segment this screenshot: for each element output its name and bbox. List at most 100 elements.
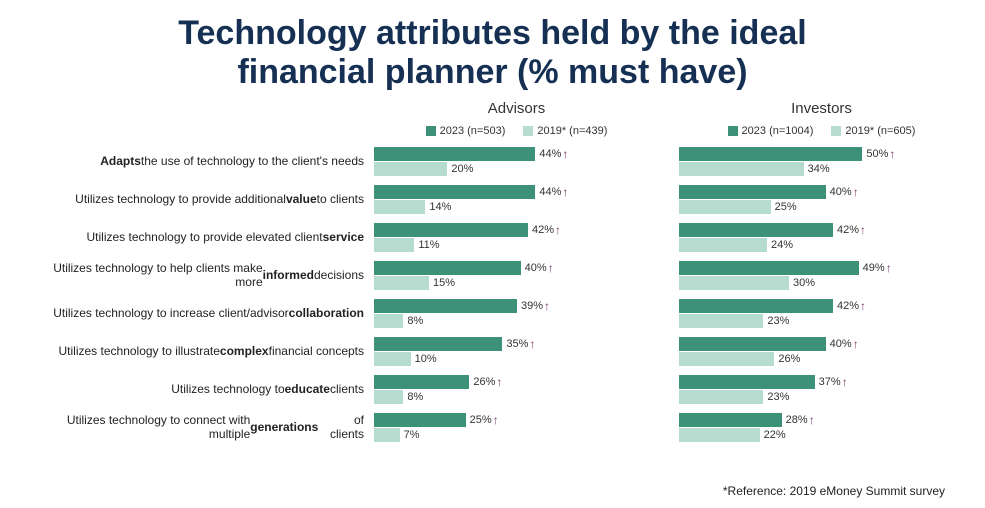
row-label: Utilizes technology to provide elevated … — [30, 218, 370, 256]
bar-pair: 28%↑ 22% — [679, 408, 964, 446]
bar-row-2019: 34% — [679, 162, 964, 176]
bar-value-2023: 28% — [786, 414, 808, 426]
bar-value-2019: 22% — [764, 429, 786, 441]
sig-arrow-icon: ↑ — [555, 223, 561, 237]
bar-value-2023: 49% — [863, 262, 885, 274]
sig-arrow-icon: ↑ — [853, 337, 859, 351]
bar-row-2023: 40%↑ — [679, 337, 964, 351]
bar-row-2019: 26% — [679, 352, 964, 366]
bar-pair: 49%↑ 30% — [679, 256, 964, 294]
bar-2019 — [679, 352, 774, 366]
bar-2019 — [679, 276, 789, 290]
panel-advisors: Advisors 2023 (n=503)2019* (n=439) 44%↑2… — [374, 100, 659, 446]
bar-pair: 26%↑ 8% — [374, 370, 659, 408]
bar-2019 — [679, 390, 763, 404]
row-label: Utilizes technology to provide additiona… — [30, 180, 370, 218]
bar-value-2019: 10% — [415, 353, 437, 365]
bar-pair: 42%↑24% — [679, 218, 964, 256]
bar-2023 — [679, 261, 859, 275]
bar-row-2023: 49%↑ — [679, 261, 964, 275]
bar-row-2019: 8% — [374, 314, 659, 328]
panel-header: Investors — [679, 100, 964, 120]
bar-2023 — [679, 337, 826, 351]
bar-value-2019: 7% — [404, 429, 420, 441]
bar-value-2019: 34% — [808, 163, 830, 175]
sig-arrow-icon: ↑ — [886, 261, 892, 275]
bar-value-2019: 20% — [451, 163, 473, 175]
bar-2019 — [679, 238, 767, 252]
bar-2019 — [374, 276, 429, 290]
bar-row-2019: 24% — [679, 238, 964, 252]
bar-value-2019: 14% — [429, 201, 451, 213]
bar-pair: 35%↑ 10% — [374, 332, 659, 370]
bar-2023 — [374, 261, 521, 275]
bar-row-2023: 25%↑ — [374, 413, 659, 427]
sig-arrow-icon: ↑ — [860, 223, 866, 237]
bar-row-2019: 14% — [374, 200, 659, 214]
legend-label: 2023 (n=503) — [440, 125, 506, 137]
legend-label: 2019* (n=439) — [537, 125, 607, 137]
bar-value-2023: 44% — [539, 148, 561, 160]
sig-arrow-icon: ↑ — [529, 337, 535, 351]
bar-value-2019: 23% — [767, 391, 789, 403]
bar-2019 — [374, 314, 403, 328]
bar-row-2023: 35%↑ — [374, 337, 659, 351]
row-label: Utilizes technology to increase client/a… — [30, 294, 370, 332]
bar-pair: 42%↑11% — [374, 218, 659, 256]
bar-2023 — [679, 223, 833, 237]
bar-value-2019: 8% — [407, 315, 423, 327]
bar-row-2023: 26%↑ — [374, 375, 659, 389]
row-label: Utilizes technology to connect with mult… — [30, 408, 370, 446]
legend-swatch — [831, 126, 841, 136]
bar-value-2019: 26% — [778, 353, 800, 365]
bar-row-2023: 42%↑ — [679, 223, 964, 237]
bar-pair: 50%↑ 34% — [679, 142, 964, 180]
bar-value-2019: 30% — [793, 277, 815, 289]
sig-arrow-icon: ↑ — [889, 147, 895, 161]
bar-value-2019: 23% — [767, 315, 789, 327]
row-label: Utilizes technology to help clients make… — [30, 256, 370, 294]
title-line2: financial planner (% must have) — [237, 53, 747, 91]
bar-row-2023: 50%↑ — [679, 147, 964, 161]
bar-2019 — [374, 428, 400, 442]
bar-2023 — [679, 299, 833, 313]
bar-2023 — [374, 375, 469, 389]
bar-row-2019: 23% — [679, 390, 964, 404]
sig-arrow-icon: ↑ — [860, 299, 866, 313]
bar-value-2023: 44% — [539, 186, 561, 198]
bar-value-2023: 40% — [525, 262, 547, 274]
bar-pair: 37%↑23% — [679, 370, 964, 408]
title-line1: Technology attributes held by the ideal — [178, 14, 806, 52]
row-label: Utilizes technology to illustrate comple… — [30, 332, 370, 370]
bar-2019 — [374, 390, 403, 404]
sig-arrow-icon: ↑ — [809, 413, 815, 427]
legend-label: 2019* (n=605) — [845, 125, 915, 137]
legend-investors: 2023 (n=1004) 2019* (n=605) — [679, 120, 964, 142]
bar-pair: 44%↑ 20% — [374, 142, 659, 180]
row-labels-column: Adapts the use of technology to the clie… — [30, 100, 370, 446]
panel-header: Advisors — [374, 100, 659, 120]
bar-value-2019: 11% — [418, 239, 439, 251]
bar-value-2023: 40% — [830, 186, 852, 198]
bar-value-2023: 26% — [473, 376, 495, 388]
panel-investors: Investors 2023 (n=1004) 2019* (n=605) 50%… — [679, 100, 964, 446]
legend-item: 2023 (n=1004) — [728, 125, 814, 137]
sig-arrow-icon: ↑ — [562, 147, 568, 161]
bar-2019 — [374, 162, 447, 176]
bar-2019 — [679, 200, 771, 214]
bar-row-2023: 42%↑ — [679, 299, 964, 313]
legend-swatch — [426, 126, 436, 136]
bar-value-2023: 40% — [830, 338, 852, 350]
sig-arrow-icon: ↑ — [493, 413, 499, 427]
bar-value-2023: 39% — [521, 300, 543, 312]
bar-2019 — [679, 314, 763, 328]
bar-value-2019: 8% — [407, 391, 423, 403]
bar-pair: 25%↑ 7% — [374, 408, 659, 446]
legend-item: 2023 (n=503) — [426, 125, 506, 137]
legend-label: 2023 (n=1004) — [742, 125, 814, 137]
bar-pair: 39%↑8% — [374, 294, 659, 332]
bar-pair: 40%↑15% — [374, 256, 659, 294]
bar-pair: 40%↑ 26% — [679, 332, 964, 370]
bar-row-2019: 8% — [374, 390, 659, 404]
legend-swatch — [728, 126, 738, 136]
